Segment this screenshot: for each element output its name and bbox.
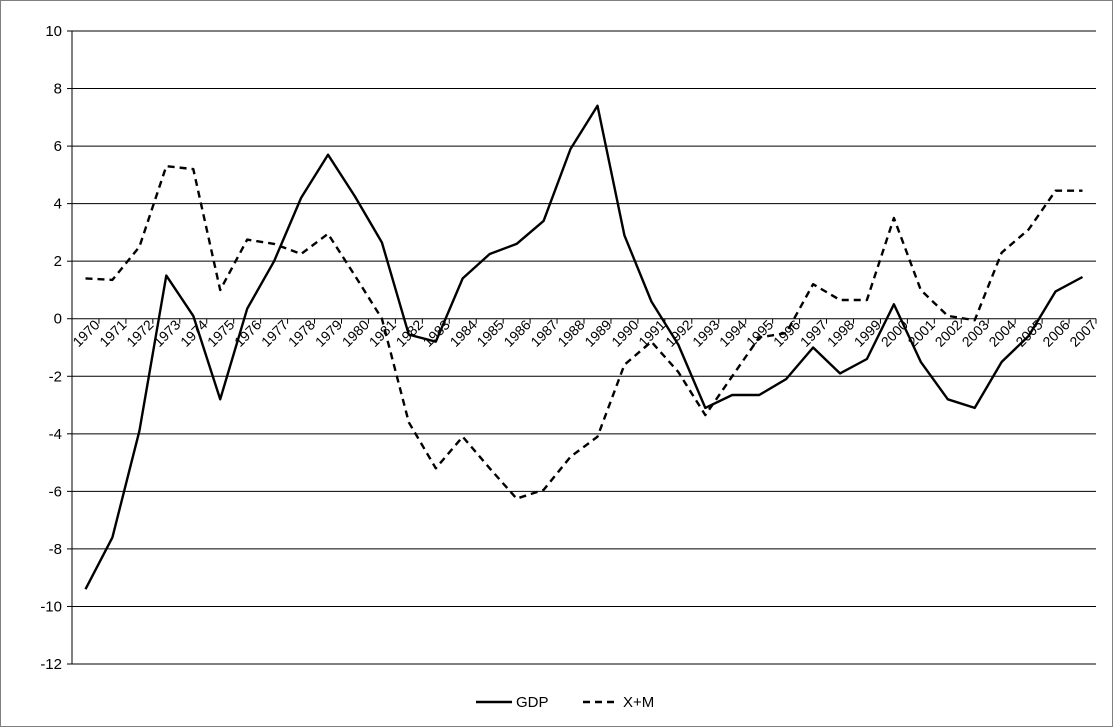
legend: GDP X+M — [476, 694, 654, 711]
x-tick-label: 1978 — [285, 316, 318, 349]
legend-label: X+M — [623, 694, 654, 711]
x-tick-label: 2007 — [1066, 316, 1099, 349]
y-tick-label: -2 — [49, 368, 62, 385]
x-tick-label: 1995 — [743, 316, 776, 349]
series-lines — [84, 104, 1084, 590]
y-tick-label: -4 — [49, 426, 62, 443]
x-tick-label: 2002 — [932, 316, 965, 349]
x-tick-label: 1994 — [716, 316, 749, 349]
x-tick-label: 1993 — [689, 316, 722, 349]
y-tick-label: 10 — [45, 23, 62, 40]
x-tick-label: 1970 — [69, 316, 102, 349]
x-tick-label: 1977 — [258, 316, 291, 349]
y-tick-label: -10 — [40, 598, 62, 615]
x-tick-label: 2001 — [905, 316, 938, 349]
x-tick-label: 1975 — [204, 316, 237, 349]
x-tick-label: 2004 — [985, 316, 1018, 349]
x-tick-label: 1985 — [473, 316, 506, 349]
axes — [71, 31, 1097, 664]
x-tick-label: 1988 — [554, 316, 587, 349]
y-tick-label: -8 — [49, 541, 62, 558]
x-tick-label: 1974 — [177, 316, 210, 349]
y-tick-labels: -12 -10 -8 -6 -4 -2 0 2 4 6 8 10 — [40, 23, 62, 673]
x-tick-label: 1972 — [123, 316, 156, 349]
x-tick-label: 2003 — [959, 316, 992, 349]
x-tick-label: 1980 — [339, 316, 372, 349]
y-tick-label: -12 — [40, 656, 62, 673]
y-tick-label: 8 — [54, 81, 62, 98]
series-line-x-plus-m — [85, 164, 1083, 500]
x-tick-label: 1997 — [797, 316, 830, 349]
x-tick-label: 1979 — [312, 316, 345, 349]
series-line-gdp — [84, 104, 1084, 590]
x-tick-label: 1983 — [420, 316, 453, 349]
x-tick-label: 1984 — [447, 316, 480, 349]
y-tick-label: 0 — [54, 311, 62, 328]
x-tick-label: 1996 — [770, 316, 803, 349]
y-tick-label: 6 — [54, 138, 62, 155]
x-tick-label: 1971 — [96, 316, 129, 349]
y-tick-label: -6 — [49, 483, 62, 500]
x-tick-label: 1989 — [581, 316, 614, 349]
x-tick-label: 1986 — [500, 316, 533, 349]
x-tick-label: 1987 — [527, 316, 560, 349]
x-tick-label: 1990 — [608, 316, 641, 349]
y-tick-label: 2 — [54, 253, 62, 270]
legend-label: GDP — [516, 694, 549, 711]
x-tick-label: 2006 — [1039, 316, 1072, 349]
y-tick-label: 4 — [54, 196, 62, 213]
x-tick-labels: 1970197119721973197419751976197719781979… — [69, 316, 1100, 349]
x-tick-label: 1998 — [824, 316, 857, 349]
